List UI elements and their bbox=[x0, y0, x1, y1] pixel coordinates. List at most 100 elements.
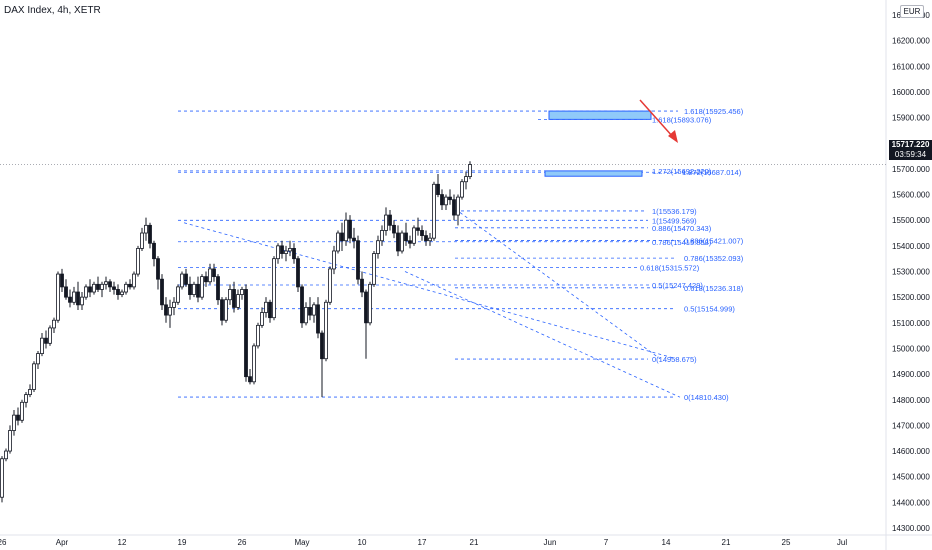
candle-body bbox=[180, 273, 184, 288]
candle-body bbox=[24, 394, 28, 403]
target-zone-lower bbox=[544, 170, 643, 177]
candle-body bbox=[12, 414, 16, 431]
candle-body bbox=[56, 273, 60, 321]
fib-level-label: 0.886(15470.343) bbox=[652, 224, 712, 233]
time-axis-tick: 21 bbox=[722, 538, 731, 547]
candle-body bbox=[128, 283, 132, 288]
candle-body bbox=[60, 273, 64, 288]
candle-body bbox=[264, 301, 268, 313]
candle-body bbox=[384, 214, 388, 231]
last-price: 15717.220 bbox=[891, 140, 930, 149]
candle-body bbox=[168, 307, 172, 316]
candle-body bbox=[408, 240, 412, 244]
fib-trend-line bbox=[459, 212, 661, 360]
price-axis-tick: 15200.000 bbox=[892, 293, 930, 302]
candle-body bbox=[188, 283, 192, 295]
candle-body bbox=[160, 278, 164, 306]
candle-body bbox=[164, 304, 168, 316]
fib-trend-line bbox=[183, 222, 677, 360]
candle-body bbox=[84, 286, 88, 298]
candle-body bbox=[392, 224, 396, 234]
candle-body bbox=[344, 219, 348, 242]
fib-level-label: 0.886(15421.007) bbox=[684, 236, 744, 245]
candle-body bbox=[308, 307, 312, 316]
candle-body bbox=[108, 281, 112, 288]
candle-body bbox=[380, 230, 384, 242]
candle-body bbox=[116, 289, 120, 295]
fib-level-label: 0.5(15247.429) bbox=[652, 281, 703, 290]
candle-body bbox=[96, 283, 100, 290]
candle-body bbox=[340, 232, 344, 242]
candle-body bbox=[124, 283, 128, 293]
price-axis-tick: 15300.000 bbox=[892, 268, 930, 277]
candle-body bbox=[444, 196, 448, 206]
candle-body bbox=[396, 232, 400, 252]
fib-level-label: 1.618(15893.076) bbox=[652, 115, 712, 124]
candle-body bbox=[428, 237, 432, 242]
candle-body bbox=[240, 289, 244, 295]
candle-body bbox=[452, 199, 456, 216]
candle-body bbox=[136, 248, 140, 275]
price-axis-tick: 15900.000 bbox=[892, 114, 930, 123]
price-axis-tick: 15000.000 bbox=[892, 344, 930, 353]
fib-level-label: 1(15536.179) bbox=[652, 207, 697, 216]
candle-body bbox=[80, 296, 84, 306]
candle-body bbox=[260, 312, 264, 326]
fib-level-label: 0(14810.430) bbox=[684, 393, 729, 402]
candle-body bbox=[216, 276, 220, 301]
candle-body bbox=[148, 224, 152, 244]
candle-body bbox=[44, 337, 48, 344]
candle-body bbox=[288, 248, 292, 252]
fib-level-label: 0.786(15352.093) bbox=[684, 254, 744, 263]
candle-body bbox=[88, 286, 92, 293]
target-zone-upper bbox=[548, 110, 652, 120]
candle-body bbox=[40, 337, 44, 354]
price-axis-tick: 16000.000 bbox=[892, 88, 930, 97]
candle-body bbox=[324, 301, 328, 360]
candle-body bbox=[304, 307, 308, 324]
candle-body bbox=[376, 240, 380, 254]
candle-body bbox=[328, 268, 332, 303]
fib-level-label: 0.618(15315.572) bbox=[640, 264, 700, 273]
candle-body bbox=[204, 276, 208, 283]
candle-body bbox=[152, 242, 156, 260]
candle-body bbox=[276, 245, 280, 260]
currency-badge[interactable]: EUR bbox=[900, 5, 924, 18]
candle-body bbox=[112, 286, 116, 290]
candle-body bbox=[316, 304, 320, 334]
candle-body bbox=[348, 219, 352, 239]
candle-body bbox=[272, 258, 276, 319]
candle-body bbox=[92, 283, 96, 293]
candle-body bbox=[48, 327, 52, 344]
candle-body bbox=[332, 250, 336, 270]
candle-body bbox=[184, 273, 188, 285]
fib-level-label: 0.786(15415.858) bbox=[652, 238, 712, 247]
fib-trend-line bbox=[404, 271, 681, 398]
candle-body bbox=[100, 283, 104, 290]
candle-body bbox=[0, 458, 4, 498]
candle-body bbox=[284, 250, 288, 254]
chart-title: DAX Index, 4h, XETR bbox=[4, 5, 101, 16]
time-axis-tick: 7 bbox=[604, 538, 609, 547]
candle-body bbox=[172, 301, 176, 308]
time-axis-tick: 14 bbox=[662, 538, 671, 547]
price-axis-tick: 14600.000 bbox=[892, 447, 930, 456]
candle-body bbox=[336, 232, 340, 252]
fib-level-label: 0.618(15236.318) bbox=[684, 284, 744, 293]
fib-level-label: 0(14958.675) bbox=[652, 355, 697, 364]
price-axis-tick: 14700.000 bbox=[892, 421, 930, 430]
time-axis-tick: Jun bbox=[544, 538, 557, 547]
candle-body bbox=[292, 248, 296, 260]
candle-body bbox=[228, 289, 232, 301]
candle-body bbox=[368, 283, 372, 324]
candle-body bbox=[144, 224, 148, 234]
candle-body bbox=[68, 296, 72, 303]
candle-body bbox=[464, 176, 468, 183]
time-axis-tick: 26 bbox=[238, 538, 247, 547]
candle-body bbox=[64, 286, 68, 298]
candle-body bbox=[436, 183, 440, 195]
candle-body bbox=[296, 258, 300, 288]
candle-body bbox=[244, 289, 248, 378]
